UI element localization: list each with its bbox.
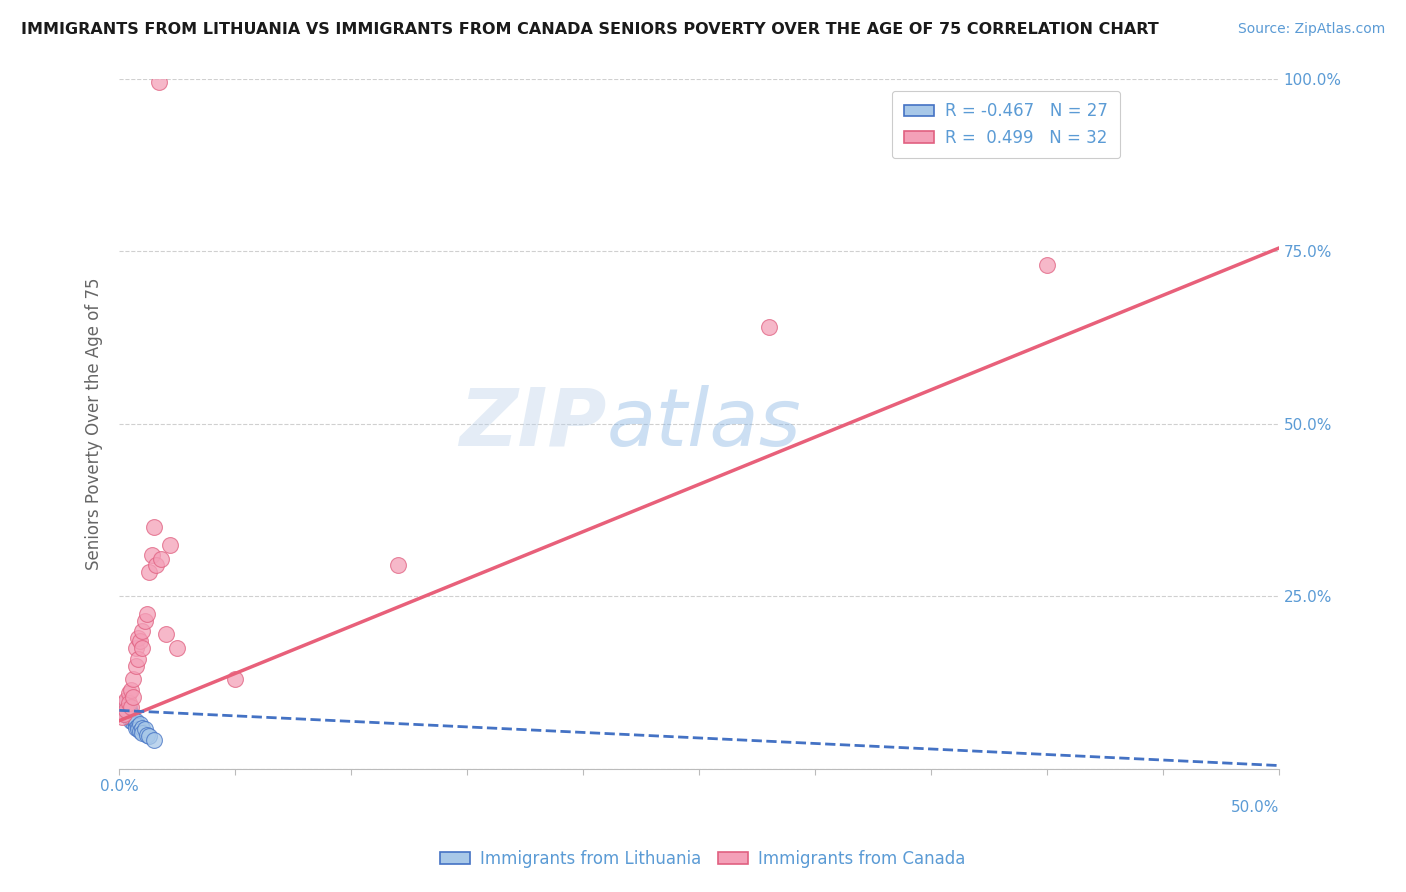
Point [1036,258,1059,272]
Point [127,631,149,645]
Point [145,558,167,573]
Point [387,558,409,573]
Point [138,729,160,743]
Point [224,673,246,687]
Point [120,706,142,721]
Point [122,673,145,687]
Point [136,727,159,741]
Point [758,320,780,334]
Point [122,715,145,730]
Point [124,641,146,656]
Legend: R = -0.467   N = 27, R =  0.499   N = 32: R = -0.467 N = 27, R = 0.499 N = 32 [891,91,1119,159]
Point [127,722,149,736]
Point [124,721,146,735]
Point [124,717,146,731]
Point [120,714,142,728]
Text: 50.0%: 50.0% [1230,799,1279,814]
Point [155,627,177,641]
Point [115,708,138,723]
Point [112,697,135,711]
Text: Source: ZipAtlas.com: Source: ZipAtlas.com [1237,22,1385,37]
Point [124,714,146,728]
Point [129,724,152,739]
Point [110,710,132,724]
Point [115,703,138,717]
Point [127,719,149,733]
Point [112,706,135,721]
Point [159,538,181,552]
Point [141,548,163,562]
Point [122,690,145,704]
Point [134,722,156,736]
Point [124,658,146,673]
Point [148,75,170,89]
Point [115,703,138,717]
Point [131,726,153,740]
Y-axis label: Seniors Poverty Over the Age of 75: Seniors Poverty Over the Age of 75 [86,277,103,570]
Point [129,634,152,648]
Point [129,717,152,731]
Point [117,706,139,720]
Point [117,697,139,711]
Point [134,614,156,628]
Text: atlas: atlas [606,385,801,463]
Legend: Immigrants from Lithuania, Immigrants from Canada: Immigrants from Lithuania, Immigrants fr… [433,844,973,875]
Point [166,641,188,656]
Point [112,699,135,714]
Point [131,641,153,656]
Text: ZIP: ZIP [458,385,606,463]
Point [143,733,166,747]
Point [131,721,153,735]
Point [117,686,139,700]
Point [127,651,149,665]
Point [150,551,173,566]
Point [115,693,138,707]
Point [110,703,132,717]
Point [138,566,160,580]
Point [117,701,139,715]
Text: IMMIGRANTS FROM LITHUANIA VS IMMIGRANTS FROM CANADA SENIORS POVERTY OVER THE AGE: IMMIGRANTS FROM LITHUANIA VS IMMIGRANTS … [21,22,1159,37]
Point [117,710,139,724]
Point [122,712,145,726]
Point [136,607,159,621]
Point [131,624,153,638]
Point [143,520,166,534]
Point [120,682,142,697]
Point [120,699,142,714]
Point [112,706,135,721]
Point [120,710,142,724]
Point [115,697,138,711]
